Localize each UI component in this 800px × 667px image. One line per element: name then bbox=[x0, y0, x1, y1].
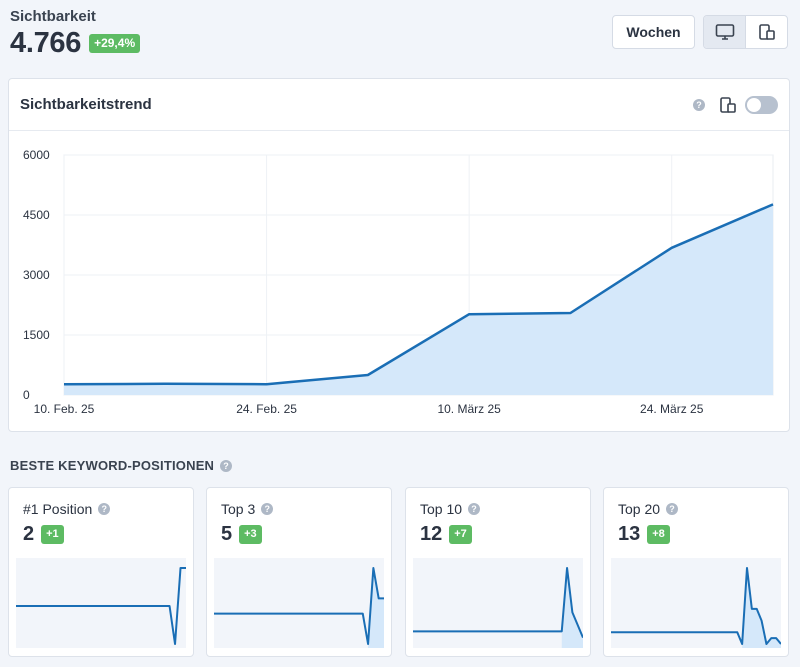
section-title-text: BESTE KEYWORD-POSITIONEN bbox=[10, 458, 215, 473]
keyword-card-label: Top 20 bbox=[618, 501, 661, 517]
keyword-card-value: 5 bbox=[221, 523, 233, 545]
sparkline-chart bbox=[214, 558, 384, 648]
change-badge: +3 bbox=[239, 525, 262, 544]
y-tick-label: 6000 bbox=[23, 148, 50, 162]
device-toggle-group bbox=[703, 15, 788, 49]
sparkline-area bbox=[561, 568, 583, 648]
device-icon[interactable] bbox=[719, 96, 737, 114]
x-tick-label: 24. Feb. 25 bbox=[236, 402, 297, 416]
x-tick-label: 24. März 25 bbox=[640, 402, 704, 416]
trend-line bbox=[63, 203, 774, 386]
keyword-card-top3: Top 3 ? 5 +3 bbox=[206, 487, 392, 657]
section-title: BESTE KEYWORD-POSITIONEN ? bbox=[10, 458, 233, 473]
mobile-icon bbox=[758, 24, 775, 40]
y-tick-label: 0 bbox=[23, 388, 30, 402]
desktop-icon bbox=[715, 24, 734, 40]
change-badge: +29,4% bbox=[89, 34, 141, 53]
trend-toggle[interactable] bbox=[745, 95, 778, 114]
y-tick-label: 3000 bbox=[23, 268, 50, 282]
y-tick-label: 1500 bbox=[23, 328, 50, 342]
visibility-trend-card: Sichtbarkeitstrend ? 0 1500 3000 4500 6000 10… bbox=[8, 78, 790, 432]
help-icon[interactable]: ? bbox=[261, 503, 274, 515]
sparkline-chart bbox=[16, 558, 186, 648]
sparkline-area bbox=[742, 568, 781, 648]
visibility-value: 4.766 bbox=[10, 27, 82, 59]
x-tick-label: 10. Feb. 25 bbox=[34, 402, 95, 416]
change-badge: +7 bbox=[449, 525, 472, 544]
page-title: Sichtbarkeit bbox=[10, 8, 96, 25]
visibility-trend-chart: 0 1500 3000 4500 6000 10. Feb. 25 24. Feb. 25 1… bbox=[23, 148, 774, 416]
keyword-card-value: 13 bbox=[618, 523, 641, 545]
sparkline-line bbox=[611, 567, 781, 645]
help-icon[interactable]: ? bbox=[666, 503, 679, 515]
change-badge: +1 bbox=[41, 525, 64, 544]
keyword-card-value: 12 bbox=[420, 523, 443, 545]
keyword-card-top20: Top 20 ? 13 +8 bbox=[603, 487, 789, 657]
visibility-header: Sichtbarkeit 4.766 +29,4% bbox=[10, 8, 141, 60]
sparkline-chart bbox=[413, 558, 583, 648]
help-icon[interactable]: ? bbox=[693, 98, 705, 111]
sparkline-chart bbox=[611, 558, 781, 648]
desktop-button[interactable] bbox=[704, 16, 746, 48]
keyword-card-value: 2 bbox=[23, 523, 35, 545]
mobile-button[interactable] bbox=[746, 16, 787, 48]
trend-area bbox=[64, 204, 773, 395]
help-icon[interactable]: ? bbox=[98, 503, 111, 515]
toggle-knob bbox=[747, 97, 761, 112]
y-tick-label: 4500 bbox=[23, 208, 50, 222]
sparkline-line bbox=[214, 567, 384, 645]
help-icon[interactable]: ? bbox=[220, 459, 233, 472]
sparkline-line bbox=[16, 567, 186, 645]
period-weeks-button[interactable]: Wochen bbox=[612, 15, 695, 49]
keyword-card-top10: Top 10 ? 12 +7 bbox=[405, 487, 591, 657]
trend-title: Sichtbarkeitstrend bbox=[20, 96, 152, 113]
x-tick-label: 10. März 25 bbox=[437, 402, 501, 416]
keyword-card-label: #1 Position bbox=[23, 501, 93, 517]
sparkline-line bbox=[413, 567, 583, 639]
keyword-card-label: Top 10 bbox=[420, 501, 463, 517]
change-badge: +8 bbox=[647, 525, 670, 544]
help-icon[interactable]: ? bbox=[468, 503, 481, 515]
keyword-card-label: Top 3 bbox=[221, 501, 256, 517]
keyword-card-position1: #1 Position ? 2 +1 bbox=[8, 487, 194, 657]
